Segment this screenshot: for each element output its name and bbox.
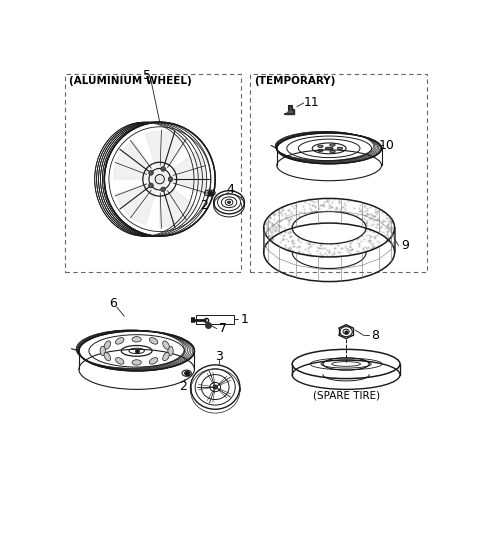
Polygon shape — [116, 179, 160, 224]
Text: 1: 1 — [240, 313, 248, 326]
Ellipse shape — [163, 352, 169, 361]
Bar — [250, 74, 427, 272]
Text: 6: 6 — [109, 297, 118, 310]
Ellipse shape — [149, 338, 158, 344]
Text: 2: 2 — [179, 380, 187, 393]
Ellipse shape — [149, 171, 153, 175]
Ellipse shape — [168, 346, 173, 355]
Ellipse shape — [104, 352, 110, 361]
Ellipse shape — [330, 144, 335, 146]
Text: 10: 10 — [378, 139, 394, 152]
Text: (TEMPORARY): (TEMPORARY) — [254, 76, 335, 86]
Bar — [65, 74, 240, 272]
Polygon shape — [114, 141, 160, 179]
Ellipse shape — [161, 187, 166, 192]
Ellipse shape — [318, 149, 323, 151]
Ellipse shape — [132, 337, 141, 342]
Ellipse shape — [168, 177, 173, 182]
Ellipse shape — [161, 166, 166, 171]
Text: 8: 8 — [372, 329, 379, 342]
Ellipse shape — [104, 341, 110, 350]
Ellipse shape — [330, 150, 335, 153]
Ellipse shape — [337, 147, 343, 149]
Ellipse shape — [213, 385, 217, 389]
Polygon shape — [160, 151, 206, 194]
Text: (ALUMINIUM WHEEL): (ALUMINIUM WHEEL) — [69, 76, 192, 86]
Ellipse shape — [132, 360, 141, 365]
Text: 9: 9 — [401, 239, 409, 252]
Text: 7: 7 — [219, 322, 227, 335]
Polygon shape — [285, 106, 294, 114]
Ellipse shape — [325, 147, 333, 149]
Ellipse shape — [228, 201, 230, 204]
Ellipse shape — [149, 358, 158, 364]
Text: 4: 4 — [227, 184, 235, 197]
Bar — [196, 315, 234, 324]
Ellipse shape — [149, 183, 153, 188]
Ellipse shape — [116, 338, 124, 344]
Polygon shape — [145, 132, 187, 179]
Ellipse shape — [100, 346, 106, 355]
Text: 3: 3 — [215, 350, 223, 363]
Polygon shape — [160, 179, 197, 227]
Text: 2: 2 — [200, 199, 207, 212]
Ellipse shape — [163, 341, 169, 350]
Text: 11: 11 — [303, 97, 319, 110]
Text: (SPARE TIRE): (SPARE TIRE) — [312, 390, 380, 400]
Text: 5: 5 — [144, 69, 152, 82]
Ellipse shape — [318, 145, 323, 148]
Ellipse shape — [116, 358, 124, 364]
